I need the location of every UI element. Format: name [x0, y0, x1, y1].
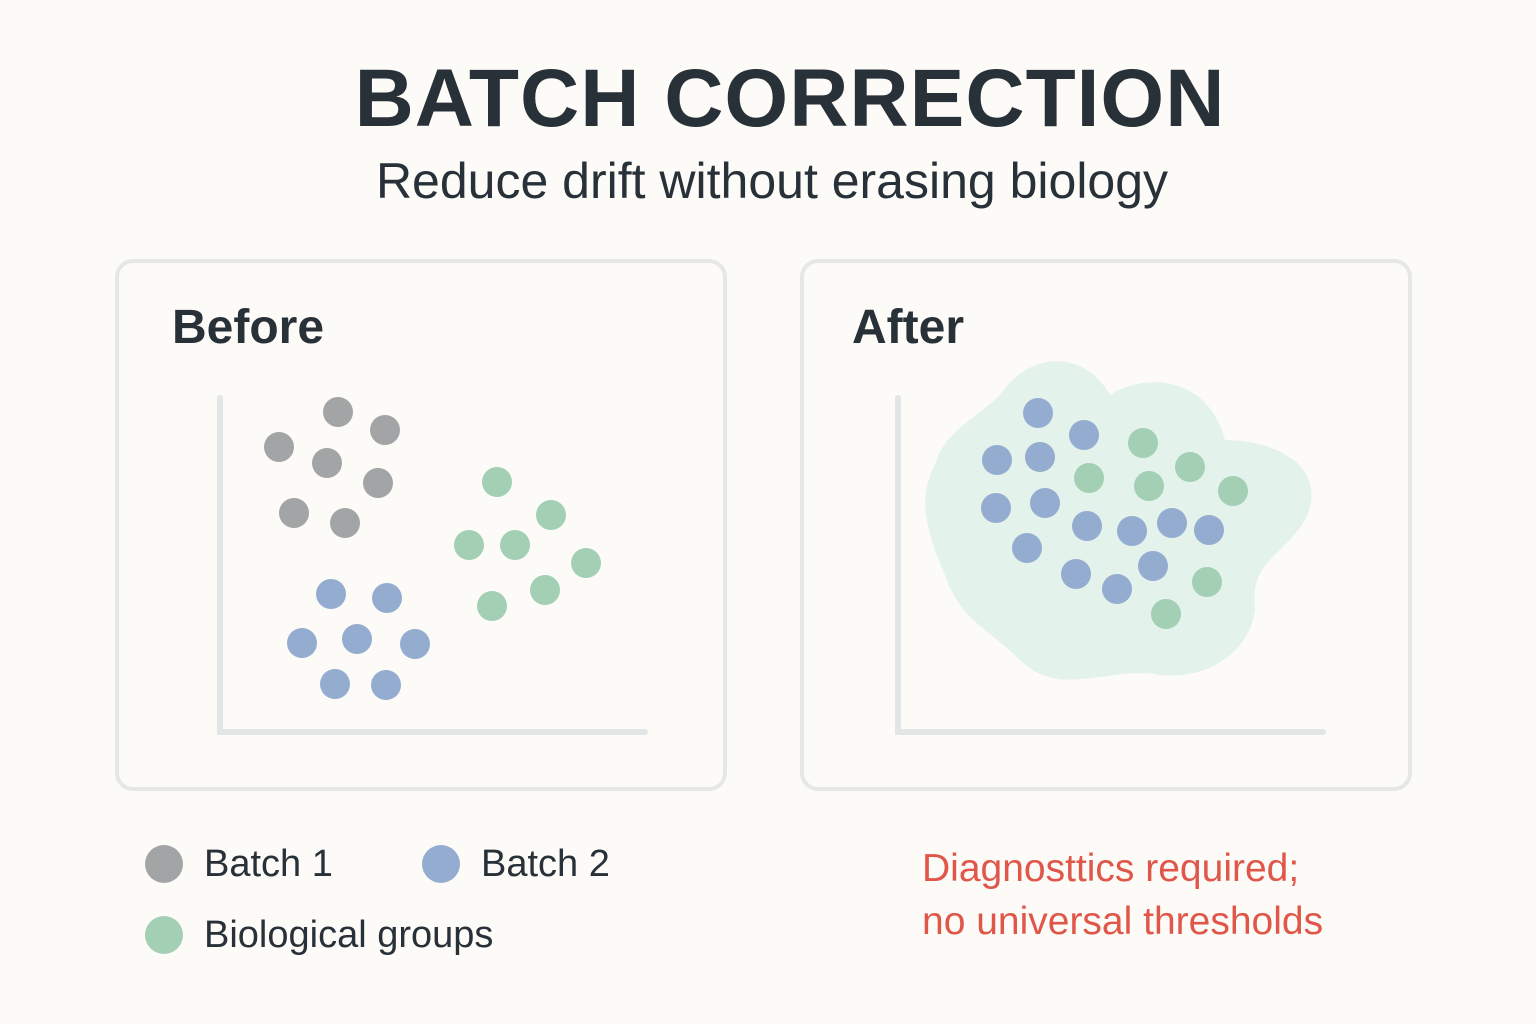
before-batch-1-point: [363, 468, 393, 498]
before-bio-point: [571, 548, 601, 578]
before-panel: [115, 259, 727, 791]
after-panel-title: After: [852, 301, 965, 354]
legend-label-batch-2: Batch 2: [481, 843, 610, 885]
before-batch-1-point: [323, 397, 353, 427]
before-batch-2-point: [287, 628, 317, 658]
after-bio-point: [1074, 463, 1104, 493]
after-batch-2-point: [1072, 511, 1102, 541]
before-bio-point: [482, 467, 512, 497]
before-batch-1-point: [279, 498, 309, 528]
before-batch-2-point: [320, 669, 350, 699]
before-axes: [217, 395, 648, 735]
after-batch-2-point: [1030, 488, 1060, 518]
legend-swatch-biological-groups: [145, 916, 183, 954]
before-panel-title: Before: [172, 301, 325, 354]
before-batch-2-point: [372, 583, 402, 613]
page-title: BATCH CORRECTION: [354, 53, 1226, 144]
before-bio-point: [477, 591, 507, 621]
before-batch-1-point: [264, 432, 294, 462]
before-batch-2-point: [316, 579, 346, 609]
after-batch-2-point: [1069, 420, 1099, 450]
after-axes: [895, 395, 1326, 735]
after-batch-2-point: [1061, 559, 1091, 589]
after-batch-2-point: [1023, 398, 1053, 428]
after-batch-2-point: [1194, 515, 1224, 545]
legend-swatch-batch-2: [422, 845, 460, 883]
before-batch-2-point: [400, 629, 430, 659]
before-batch-2-point: [342, 624, 372, 654]
legend-swatch-batch-1: [145, 845, 183, 883]
before-bio-point: [454, 530, 484, 560]
legend-label-batch-1: Batch 1: [204, 843, 333, 885]
diagnostics-note: Diagnosttics required; no universal thre…: [922, 842, 1323, 948]
after-batch-2-point: [1025, 442, 1055, 472]
before-batch-1-point: [330, 508, 360, 538]
after-bio-point: [1128, 428, 1158, 458]
after-batch-2-point: [1117, 516, 1147, 546]
before-batch-1-point: [312, 448, 342, 478]
after-batch-2-point: [1102, 574, 1132, 604]
after-batch-2-point: [981, 493, 1011, 523]
note-line-2: no universal thresholds: [922, 900, 1324, 943]
note-line-1: Diagnosttics required;: [922, 847, 1300, 890]
after-bio-point: [1151, 599, 1181, 629]
before-bio-point: [530, 575, 560, 605]
before-batch-2-point: [371, 670, 401, 700]
after-batch-2-point: [982, 445, 1012, 475]
page-subtitle: Reduce drift without erasing biology: [375, 153, 1169, 209]
after-bio-point: [1175, 452, 1205, 482]
after-panel: [800, 259, 1412, 791]
after-batch-2-point: [1012, 533, 1042, 563]
merged-cluster-blob: [925, 361, 1312, 680]
after-batch-2-point: [1138, 551, 1168, 581]
before-batch-1-point: [370, 415, 400, 445]
legend-label-biological-groups: Biological groups: [204, 914, 494, 956]
after-bio-point: [1134, 471, 1164, 501]
before-bio-point: [500, 530, 530, 560]
after-bio-point: [1192, 567, 1222, 597]
after-batch-2-point: [1157, 508, 1187, 538]
after-bio-point: [1218, 476, 1248, 506]
before-bio-point: [536, 500, 566, 530]
